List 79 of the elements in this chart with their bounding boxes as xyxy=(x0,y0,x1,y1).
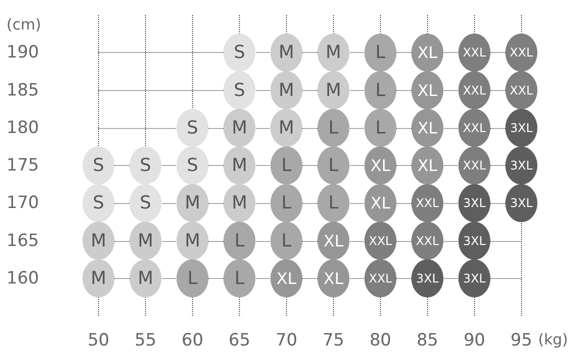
text: XXL xyxy=(510,83,533,98)
text: L xyxy=(375,117,386,138)
text: XXL xyxy=(462,158,486,172)
y-tick-label: 170 xyxy=(6,193,39,214)
x-tick-label: 55 xyxy=(134,330,156,350)
text: M xyxy=(278,42,294,64)
y-tick-label: 175 xyxy=(6,156,39,176)
y-tick-label: 180 xyxy=(6,118,39,138)
text: 3XL xyxy=(463,234,486,248)
y-tick-label: 185 xyxy=(6,80,39,100)
text: M xyxy=(138,268,154,289)
text: M xyxy=(184,192,200,214)
text: S xyxy=(234,80,246,101)
text: XXL xyxy=(368,234,392,248)
x-tick-label: 85 xyxy=(416,330,438,350)
text: 3XL xyxy=(510,158,533,172)
text: M xyxy=(326,80,342,101)
x-tick-label: 60 xyxy=(182,330,204,350)
text: M xyxy=(278,117,294,138)
text: S xyxy=(186,117,198,138)
text: M xyxy=(90,230,106,252)
y-axis-title: (cm) xyxy=(6,16,42,34)
text: XL xyxy=(276,268,296,288)
text: L xyxy=(281,155,292,176)
text: L xyxy=(281,192,292,214)
series-label: 3XL xyxy=(416,271,439,286)
text: L xyxy=(328,117,338,138)
series-label: M xyxy=(232,117,248,138)
text: XXL xyxy=(462,46,486,60)
text: 3XL xyxy=(463,271,486,286)
text: XL xyxy=(417,156,438,175)
text: M xyxy=(184,230,200,252)
text: L xyxy=(234,230,244,252)
text: XXL xyxy=(510,46,533,60)
text: M xyxy=(278,80,294,101)
y-tick-label: 165 xyxy=(6,230,39,251)
text: L xyxy=(328,155,338,176)
text: S xyxy=(186,155,198,176)
text: L xyxy=(375,80,386,101)
x-tick-label: 80 xyxy=(370,330,392,350)
text: 3XL xyxy=(463,196,486,210)
text: XL xyxy=(417,80,438,100)
series-label: XXL xyxy=(462,120,486,135)
series-label: S xyxy=(140,155,152,176)
x-axis-title: (kg) xyxy=(538,330,568,348)
text: M xyxy=(90,268,106,289)
text: XXL xyxy=(416,234,439,248)
text: L xyxy=(328,192,338,214)
text: M xyxy=(232,155,248,176)
y-tick-label: 160 xyxy=(6,268,39,288)
x-tick-label: 95 xyxy=(510,330,532,350)
x-tick-label: 90 xyxy=(464,330,486,350)
text: XL xyxy=(323,231,344,250)
x-tick-label: 65 xyxy=(228,330,250,350)
text: XL xyxy=(417,118,438,138)
text: XL xyxy=(370,194,390,213)
text: M xyxy=(138,230,154,252)
text: M xyxy=(232,192,248,214)
text: S xyxy=(92,155,104,176)
series-label: L xyxy=(234,268,244,289)
text: XL xyxy=(370,156,390,175)
text: S xyxy=(92,192,104,214)
text: S xyxy=(234,42,246,64)
text: M xyxy=(326,42,342,64)
series-label: XL xyxy=(323,268,344,288)
y-tick-label: 190 xyxy=(6,42,39,63)
x-tick-label: 70 xyxy=(276,330,298,350)
text: XXL xyxy=(368,271,392,286)
text: S xyxy=(140,192,152,214)
text: L xyxy=(187,268,198,289)
text: 3XL xyxy=(510,120,533,135)
x-tick-label: 50 xyxy=(88,330,110,350)
text: 3XL xyxy=(510,196,533,210)
text: L xyxy=(281,230,292,252)
text: L xyxy=(375,42,386,64)
text: XXL xyxy=(462,83,486,98)
text: XL xyxy=(417,43,438,62)
text: XXL xyxy=(416,196,439,210)
x-tick-label: 75 xyxy=(322,330,344,350)
